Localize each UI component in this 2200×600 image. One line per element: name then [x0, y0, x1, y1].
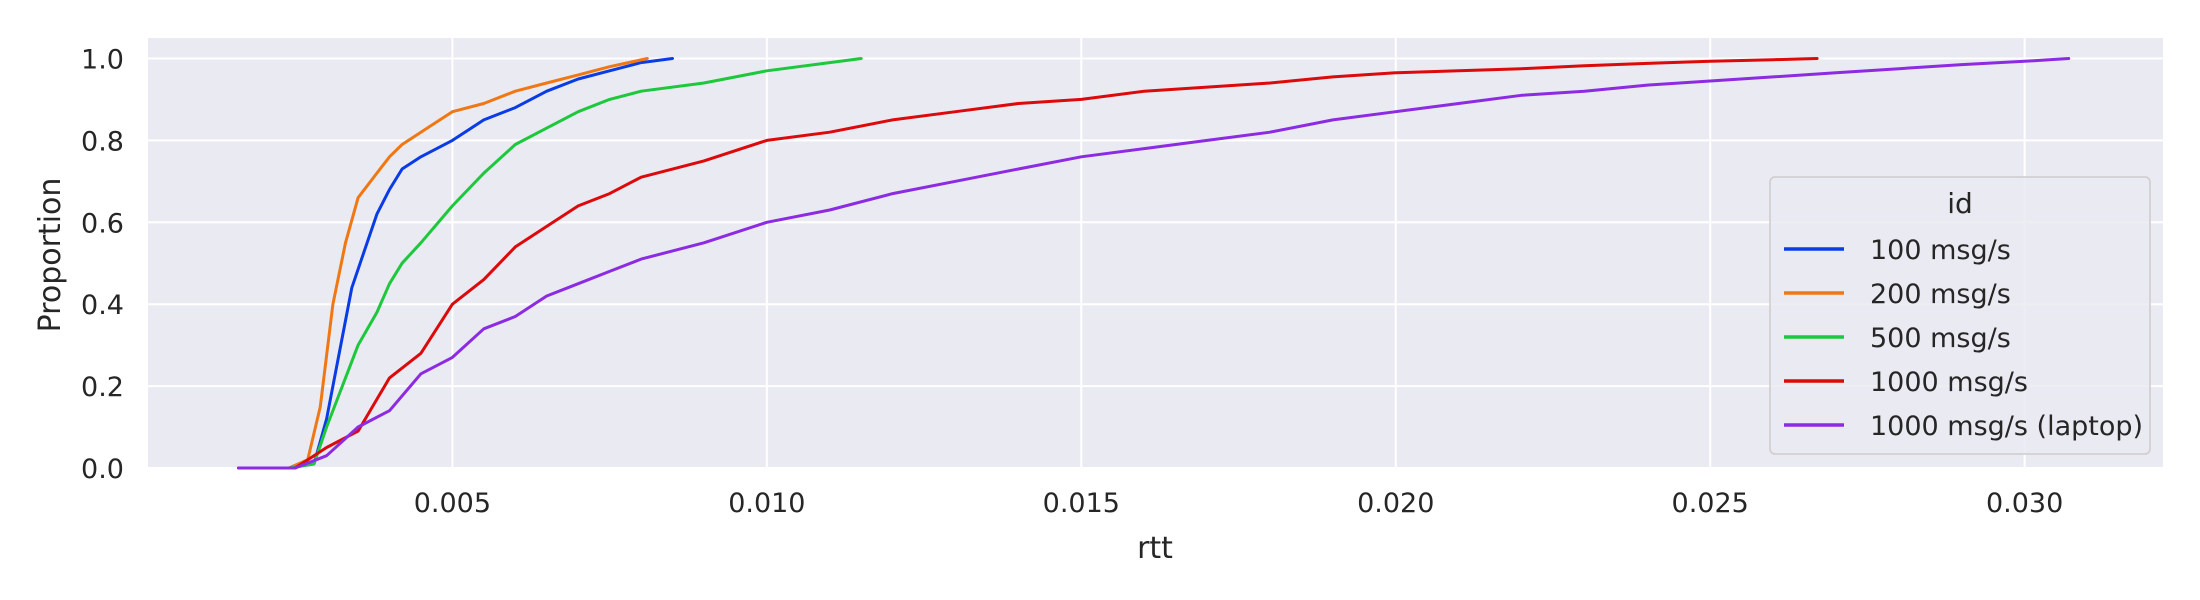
x-axis-title: rtt	[1137, 531, 1173, 566]
x-tick-label: 0.005	[414, 488, 491, 519]
tick-labels: 0.005 0.010 0.015 0.020 0.025 0.030 0.0 0.2 0.4 0…	[81, 44, 2063, 519]
legend: id 100 msg/s 200 msg/s 500 msg/s 1000 msg/s…	[1769, 176, 2151, 455]
series-line-2	[237, 57, 649, 470]
series-lines	[237, 57, 2071, 470]
series-line-5	[237, 57, 2071, 470]
y-tick-label: 1.0	[81, 44, 124, 75]
y-tick-label: 0.2	[81, 372, 124, 403]
y-tick-label: 0.4	[81, 290, 124, 321]
legend-frame	[1769, 176, 2151, 455]
y-tick-label: 0.8	[81, 126, 124, 157]
x-tick-label: 0.025	[1672, 488, 1749, 519]
series-line-1	[237, 57, 674, 470]
legend-label: 1000 msg/s	[1870, 367, 2028, 398]
x-tick-label: 0.015	[1043, 488, 1120, 519]
legend-label: 100 msg/s	[1870, 235, 2011, 266]
y-axis-title: Proportion	[33, 178, 68, 333]
x-tick-label: 0.010	[728, 488, 805, 519]
legend-label: 500 msg/s	[1870, 323, 2011, 354]
series-line-3	[237, 57, 863, 470]
x-tick-label: 0.020	[1357, 488, 1434, 519]
series-line-4	[237, 57, 1819, 470]
y-tick-label: 0.0	[81, 454, 124, 485]
x-tick-label: 0.030	[1986, 488, 2063, 519]
legend-label: 1000 msg/s (laptop)	[1870, 411, 2143, 442]
legend-title: id	[1947, 187, 1973, 220]
y-tick-label: 0.6	[81, 208, 124, 239]
legend-label: 200 msg/s	[1870, 279, 2011, 310]
